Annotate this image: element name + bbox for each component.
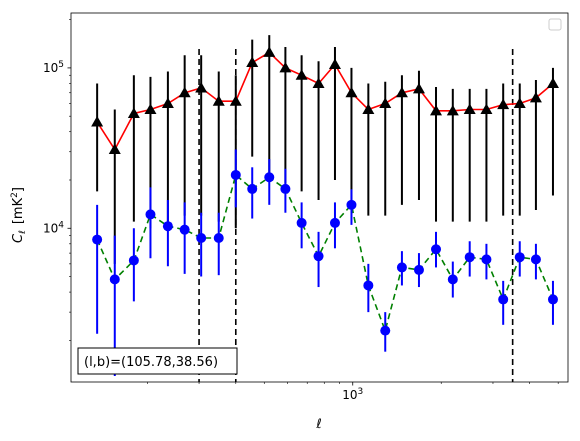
legend-frame bbox=[548, 18, 562, 31]
y-axis-label-unit: [mK bbox=[11, 197, 26, 224]
data-point-circle bbox=[179, 224, 190, 235]
data-point-circle bbox=[413, 264, 424, 275]
annotation-box: (l,b)=(105.78,38.56) bbox=[77, 347, 238, 375]
data-point-circle bbox=[346, 199, 357, 210]
data-point-triangle bbox=[144, 103, 157, 115]
data-point-circle bbox=[481, 254, 492, 265]
data-point-circle bbox=[363, 280, 374, 291]
data-point-triangle bbox=[345, 86, 358, 98]
data-point-triangle bbox=[195, 81, 208, 93]
annotation-text: (l,b)=(105.78,38.56) bbox=[84, 355, 218, 370]
plot-frame bbox=[70, 12, 569, 383]
data-point-triangle bbox=[362, 103, 375, 115]
data-point-triangle bbox=[312, 77, 325, 88]
y-axis-label-unit-sup: 2 bbox=[10, 192, 20, 198]
data-point-circle bbox=[464, 252, 475, 263]
data-point-triangle bbox=[328, 58, 341, 70]
data-point-triangle bbox=[229, 95, 242, 106]
data-point-triangle bbox=[446, 104, 459, 116]
data-point-triangle bbox=[279, 61, 292, 73]
data-point-circle bbox=[313, 251, 324, 262]
annotation-frame bbox=[77, 347, 238, 375]
data-point-circle bbox=[247, 183, 258, 194]
data-point-triangle bbox=[246, 56, 259, 68]
data-point-triangle bbox=[161, 97, 174, 108]
data-point-triangle bbox=[463, 103, 476, 115]
data-point-circle bbox=[92, 234, 103, 245]
data-point-triangle bbox=[127, 107, 140, 118]
data-point-circle bbox=[498, 294, 509, 305]
y-tick-label: 104 bbox=[43, 220, 64, 235]
data-point-circle bbox=[109, 274, 120, 285]
y-axis-label-unit-close: ] bbox=[11, 187, 26, 192]
data-point-triangle bbox=[178, 86, 191, 98]
data-point-circle bbox=[230, 169, 241, 180]
y-axis-label: Cℓ [mK2] bbox=[10, 187, 28, 243]
series-triangle bbox=[91, 35, 559, 264]
data-point-triangle bbox=[263, 46, 276, 57]
series-line bbox=[96, 51, 554, 152]
y-axis-label-main: C bbox=[11, 233, 26, 243]
data-point-circle bbox=[296, 217, 307, 228]
data-point-circle bbox=[264, 172, 275, 183]
x-axis-ticks: 103 bbox=[147, 382, 559, 402]
data-point-triangle bbox=[379, 97, 392, 108]
data-point-triangle bbox=[108, 143, 121, 154]
data-point-circle bbox=[128, 255, 139, 266]
y-axis-ticks: 104 105 bbox=[43, 19, 71, 341]
data-point-circle bbox=[213, 232, 224, 243]
data-point-triangle bbox=[395, 86, 408, 98]
x-axis-label: ℓ bbox=[315, 417, 321, 432]
x-tick-label: 103 bbox=[342, 387, 363, 402]
data-point-triangle bbox=[430, 104, 443, 116]
data-point-circle bbox=[547, 294, 558, 305]
x-axis-label-text: ℓ bbox=[315, 417, 321, 432]
data-point-circle bbox=[396, 262, 407, 273]
data-point-triangle bbox=[212, 95, 225, 106]
y-tick-label: 105 bbox=[43, 60, 64, 75]
legend-box bbox=[548, 18, 562, 31]
data-point-triangle bbox=[412, 82, 425, 94]
data-point-circle bbox=[162, 221, 173, 232]
data-point-circle bbox=[145, 209, 156, 220]
data-point-circle bbox=[530, 254, 541, 265]
data-point-triangle bbox=[480, 103, 493, 115]
series-line bbox=[96, 173, 554, 334]
data-point-circle bbox=[380, 325, 391, 336]
data-point-circle bbox=[329, 217, 340, 228]
svg-text:Cℓ[mK2]: Cℓ [mK2] bbox=[10, 187, 28, 243]
data-point-circle bbox=[280, 183, 291, 194]
data-point-triangle bbox=[546, 77, 559, 88]
data-point-triangle bbox=[497, 98, 510, 110]
data-point-circle bbox=[514, 252, 525, 263]
data-point-circle bbox=[196, 232, 207, 243]
data-point-circle bbox=[431, 244, 442, 255]
data-point-triangle bbox=[295, 69, 308, 80]
data-point-triangle bbox=[91, 115, 104, 127]
data-point-circle bbox=[447, 274, 458, 285]
y-axis-label-sub: ℓ bbox=[18, 230, 28, 235]
data-point-triangle bbox=[513, 97, 526, 108]
data-point-triangle bbox=[529, 91, 542, 103]
